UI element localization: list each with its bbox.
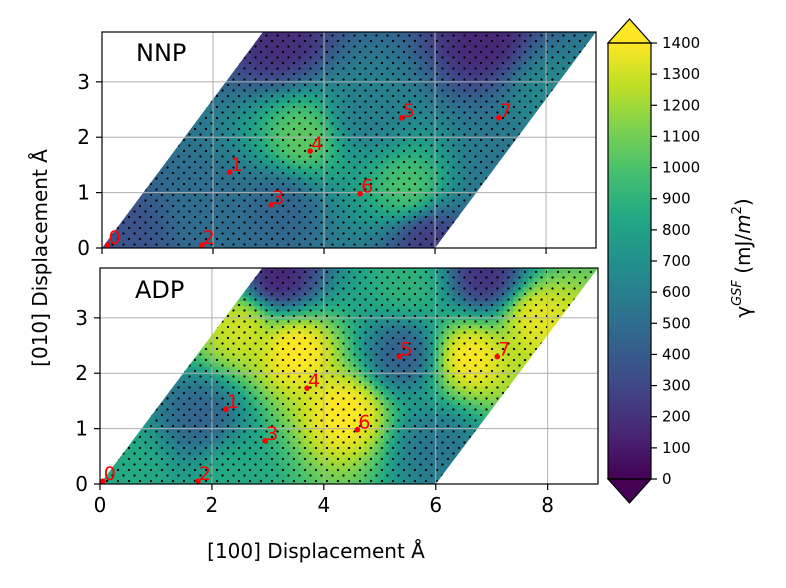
adp-heat-cell (114, 451, 121, 457)
nnp-point-label-5: 5 (403, 100, 415, 122)
nnp-heat-cell (156, 163, 162, 169)
nnp-y-tick-label: 2 (77, 125, 90, 149)
adp-heat-cell (139, 418, 146, 424)
nnp-y-tick-label: 3 (77, 70, 90, 94)
nnp-heat-cell (205, 97, 212, 104)
nnp-heat-cell (571, 64, 577, 71)
nnp-heat-cell (492, 172, 498, 179)
nnp-heat-cell (447, 229, 454, 235)
adp-heat-cell (129, 432, 136, 438)
nnp-y-tick-label: 1 (77, 181, 90, 205)
nnp-heat-cell (472, 196, 479, 202)
adp-heat-cell (174, 371, 181, 377)
nnp-heat-cell (116, 215, 123, 221)
adp-heat-cell (513, 380, 519, 386)
nnp-heat-cell (581, 50, 587, 57)
nnp-point-label-0: 0 (109, 227, 121, 249)
nnp-heat-cell (556, 83, 563, 89)
nnp-heat-cell (225, 69, 232, 75)
nnp-heat-cell (442, 238, 449, 244)
adp-heat-cell (443, 474, 450, 480)
nnp-heat-cell (462, 210, 469, 216)
nnp-point-3 (268, 202, 275, 208)
nnp-point-2 (199, 242, 205, 249)
adp-heat-cell (149, 404, 156, 410)
nnp-point-5 (398, 115, 405, 121)
nnp-y-tick-label: 0 (77, 236, 90, 260)
adp-heat-cell (498, 399, 504, 405)
adp-heat-cell (488, 413, 495, 419)
nnp-heat-cell (526, 125, 533, 132)
nnp-heat-cell (190, 116, 197, 122)
nnp-heat-cell (467, 205, 474, 212)
nnp-heat-cell (250, 36, 256, 42)
nnp-point-label-6: 6 (361, 176, 373, 198)
adp-heat-cell (458, 455, 465, 462)
nnp-heat-cell (551, 93, 558, 99)
adp-heat-cell (503, 394, 509, 401)
nnp-point-7 (496, 115, 502, 121)
nnp-points: 0 1 2 3 4 5 6 7 (104, 100, 512, 249)
adp-heat-cell (473, 432, 480, 438)
adp-heat-cell (164, 385, 171, 391)
nnp-heat-cell (586, 46, 592, 52)
nnp-heat-cell (181, 130, 187, 136)
nnp-point-4 (307, 148, 313, 154)
nnp-hatch-overlay (102, 32, 596, 248)
adp-heat-cell (463, 446, 470, 452)
adp-heat-cell (154, 399, 161, 405)
nnp-heat-cell (200, 102, 207, 108)
nnp-heat-cell (452, 224, 459, 230)
nnp-heat-cell (546, 97, 553, 104)
nnp-point-label-7: 7 (500, 100, 512, 122)
adp-heatmap (100, 268, 598, 484)
nnp-heat-cell (240, 50, 246, 57)
nnp-axes-frame (101, 31, 597, 249)
nnp-heat-cell (516, 140, 523, 146)
nnp-heat-cell (576, 60, 582, 66)
nnp-heat-cell (497, 163, 503, 169)
nnp-point-label-2: 2 (203, 227, 215, 249)
adp-heat-cell (448, 465, 455, 471)
nnp-heat-cell (141, 182, 148, 188)
nnp-y-ticks: 0 1 2 3 (77, 70, 102, 260)
nnp-point-label-1: 1 (231, 154, 243, 176)
adp-heat-cell (518, 376, 524, 382)
nnp-heat-cell (215, 83, 222, 89)
nnp-heatmap (102, 32, 596, 248)
nnp-heat-cell (521, 130, 528, 136)
adp-heat-cell (119, 446, 126, 452)
nnp-panel-label: NNP (136, 39, 186, 67)
nnp-heat-cell (121, 210, 128, 216)
nnp-heat-cell (151, 168, 157, 174)
nnp-heat-cell (457, 219, 464, 226)
nnp-heat-cell (166, 149, 172, 155)
nnp-heat-cell (235, 55, 241, 61)
nnp-heat-cell (536, 111, 543, 118)
nnp-point-0 (104, 242, 111, 249)
adp-heat-cell (468, 441, 475, 448)
nnp-point-6 (357, 190, 363, 197)
nnp-x-ticks (101, 248, 547, 254)
nnp-heat-cell (131, 196, 138, 202)
adp-heat-cell (179, 366, 186, 372)
nnp-point-label-4: 4 (311, 133, 323, 155)
nnp-heat-cell (176, 135, 182, 141)
nnp-heat-cell (487, 177, 493, 183)
adp-heat-cell (453, 460, 460, 466)
nnp-point-1 (226, 169, 233, 175)
nnp-heat-cell (531, 116, 538, 122)
nnp-heat-cell (512, 144, 518, 150)
adp-heat-cell (493, 408, 499, 415)
nnp-point-label-3: 3 (272, 187, 284, 209)
nnp-heat-cell (502, 158, 508, 165)
